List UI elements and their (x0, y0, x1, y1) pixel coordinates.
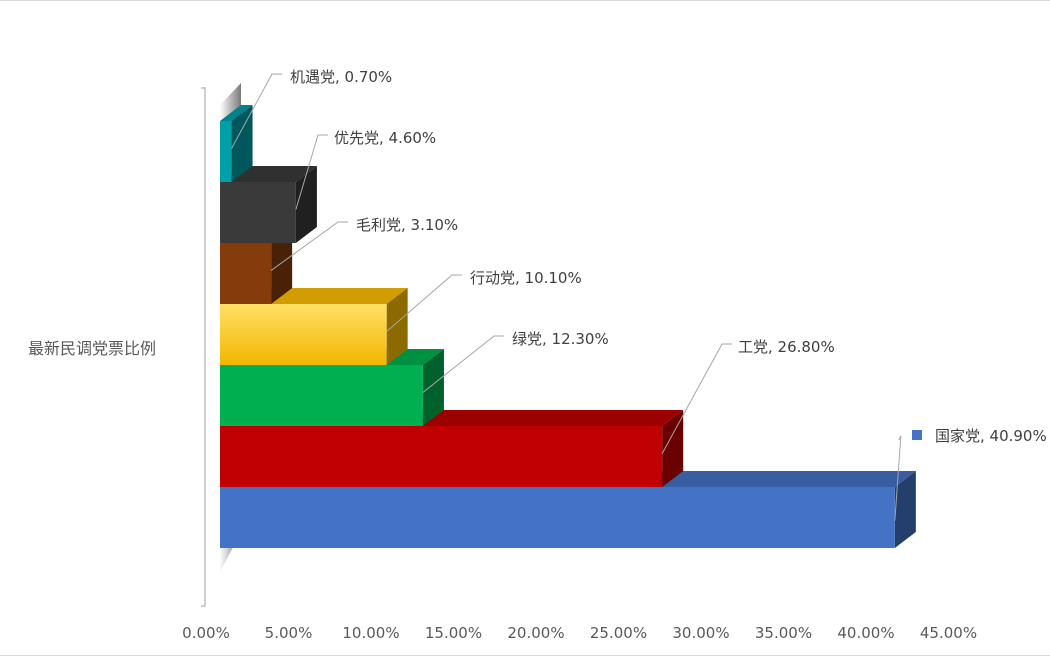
bar-side (295, 166, 317, 243)
x-tick-label: 0.00% (182, 624, 230, 642)
bar-side (422, 349, 444, 426)
bar-side (271, 227, 293, 304)
bar (220, 426, 663, 487)
bar (220, 365, 423, 426)
ticks-layer: 0.00% 5.00% 10.00% 15.00% 20.00% 25.00% 30.00%… (182, 624, 977, 642)
data-label: 绿党, 12.30% (512, 330, 609, 348)
leader-line (295, 134, 328, 210)
legend: 国家党, 40.90% (912, 427, 1047, 445)
x-tick-label: 20.00% (507, 624, 564, 642)
x-tick-label: 35.00% (755, 624, 812, 642)
data-label: 毛利党, 3.10% (356, 216, 458, 234)
bar (220, 243, 272, 304)
data-label: 工党, 26.80% (738, 338, 835, 356)
leader-line (386, 274, 462, 332)
bar-side (386, 288, 408, 365)
x-tick-label: 10.00% (342, 624, 399, 642)
top-border (0, 0, 1050, 1)
leader-line (661, 343, 732, 454)
leader-line (270, 221, 348, 271)
category-bracket (201, 87, 206, 607)
bar (220, 182, 296, 243)
leader-line (422, 335, 504, 393)
bar-top (220, 105, 253, 121)
category-axis-label: 最新民调党票比例 (28, 339, 156, 358)
bars-layer (220, 105, 916, 548)
data-label: 优先党, 4.60% (334, 129, 436, 147)
data-label: 行动党, 10.10% (470, 269, 582, 287)
x-tick-label: 25.00% (590, 624, 647, 642)
data-label: 机遇党, 0.70% (290, 68, 392, 86)
x-tick-label: 40.00% (837, 624, 894, 642)
labels-layer: 工党, 26.80% 绿党, 12.30% 行动党, 10.10% 毛利党, 3.10… (231, 68, 902, 521)
legend-swatch (912, 430, 922, 440)
bar-side (894, 471, 916, 548)
bar-side (662, 410, 684, 487)
x-tick-label: 45.00% (920, 624, 977, 642)
leader-line (894, 435, 902, 521)
legend-entry: 国家党, 40.90% (935, 427, 1047, 445)
x-tick-label: 30.00% (672, 624, 729, 642)
leader-line (231, 73, 282, 149)
bar-side (231, 105, 253, 182)
bar (220, 304, 387, 365)
bar (220, 487, 895, 548)
x-tick-label: 5.00% (265, 624, 313, 642)
bar (220, 121, 232, 182)
x-tick-label: 15.00% (425, 624, 482, 642)
